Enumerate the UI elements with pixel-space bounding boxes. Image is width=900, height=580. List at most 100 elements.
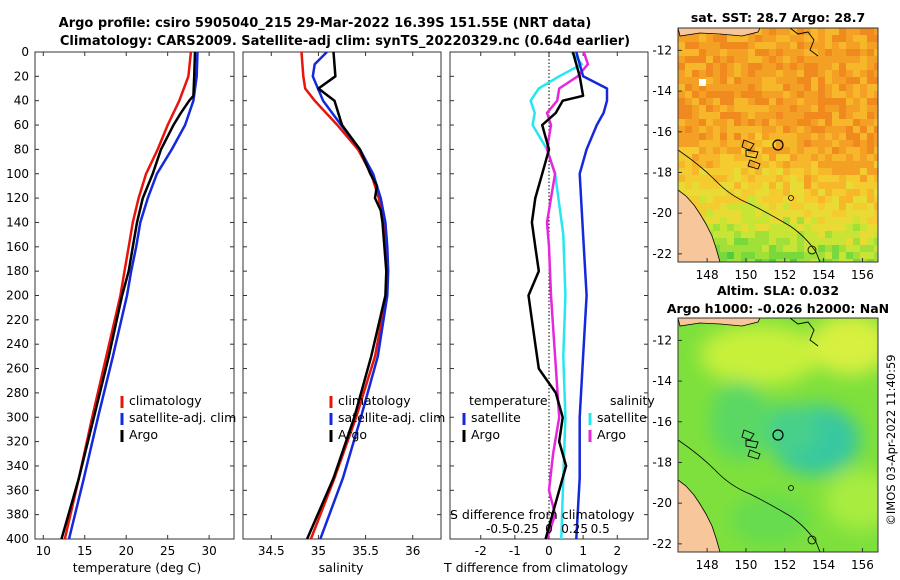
sst-map-title: sat. SST: 28.7 Argo: 28.7	[691, 10, 865, 25]
sst-cell	[811, 119, 818, 126]
sst-cell	[874, 182, 878, 189]
x-tick-label: 35	[311, 544, 326, 558]
sst-cell	[846, 126, 853, 133]
sst-cell	[790, 217, 797, 224]
sst-cell	[860, 238, 867, 245]
sst-cell	[839, 56, 846, 63]
sst-cell	[706, 77, 713, 84]
sst-cell	[797, 238, 804, 245]
sst-cell	[713, 231, 720, 238]
sst-cell	[811, 77, 818, 84]
x-tick-label: 2	[613, 544, 621, 558]
sst-cell	[678, 182, 685, 189]
sst-cell	[776, 28, 783, 35]
sst-cell	[839, 182, 846, 189]
sst-cell	[692, 112, 699, 119]
sst-cell	[860, 91, 867, 98]
sst-cell	[867, 189, 874, 196]
sst-cell	[762, 217, 769, 224]
sst-cell	[790, 182, 797, 189]
sst-cell	[811, 182, 818, 189]
sst-cell	[874, 210, 878, 217]
sst-cell	[713, 161, 720, 168]
sst-cell	[769, 238, 776, 245]
sst-cell	[874, 112, 878, 119]
sst-cell	[741, 147, 748, 154]
sst-cell	[720, 91, 727, 98]
sst-cell	[776, 196, 783, 203]
sst-cell	[867, 49, 874, 56]
sst-cell	[818, 42, 825, 49]
sst-cell	[839, 259, 846, 262]
sst-cell	[825, 119, 832, 126]
sla-map-title-line2: Argo h1000: -0.026 h2000: NaN	[667, 301, 889, 316]
sst-cell	[825, 217, 832, 224]
sst-cell	[727, 84, 734, 91]
sst-cell	[678, 168, 685, 175]
sst-cell	[685, 182, 692, 189]
sst-cell	[748, 112, 755, 119]
sst-cell	[797, 259, 804, 262]
sst-cell	[706, 49, 713, 56]
sst-cell	[755, 140, 762, 147]
sst-cell	[853, 49, 860, 56]
sst-cell	[804, 147, 811, 154]
sst-cell	[797, 63, 804, 70]
sst-cell	[846, 161, 853, 168]
sst-cell	[839, 98, 846, 105]
sst-cell	[874, 140, 878, 147]
sst-cell	[846, 196, 853, 203]
sst-cell	[692, 91, 699, 98]
land-australia	[678, 479, 721, 552]
sst-cell	[713, 133, 720, 140]
depth-tick-label: 40	[14, 94, 29, 108]
depth-tick-label: 140	[6, 215, 29, 229]
sst-cell	[804, 168, 811, 175]
sst-cell	[755, 35, 762, 42]
sst-cell	[853, 189, 860, 196]
sst-cell	[741, 42, 748, 49]
sst-cell	[860, 147, 867, 154]
sst-cell	[678, 105, 685, 112]
sst-cell	[741, 140, 748, 147]
sst-cell	[860, 140, 867, 147]
x-tick-label: 20	[119, 544, 134, 558]
sla-map-axes: 148 150 152 154 156 -12 -14 -16 -18 -20 -22	[652, 333, 874, 572]
sst-cell	[685, 112, 692, 119]
sst-cell	[832, 196, 839, 203]
sst-cell	[790, 161, 797, 168]
x-tick-label: 30	[201, 544, 216, 558]
depth-tick-label: 120	[6, 191, 29, 205]
sst-cell	[762, 112, 769, 119]
sst-cell	[790, 168, 797, 175]
sst-cell	[853, 63, 860, 70]
sst-cell	[874, 70, 878, 77]
sst-cell	[748, 196, 755, 203]
map-x-tick-label: 154	[812, 268, 835, 282]
sst-cell	[720, 252, 727, 259]
sst-cell	[860, 35, 867, 42]
sst-cell	[769, 133, 776, 140]
sst-cell	[818, 133, 825, 140]
sst-cell	[839, 84, 846, 91]
sst-cell	[734, 231, 741, 238]
sst-cell	[783, 252, 790, 259]
sst-cell	[720, 161, 727, 168]
sst-cell	[699, 63, 706, 70]
sst-cell	[790, 196, 797, 203]
sst-cell	[825, 161, 832, 168]
sst-cell	[713, 224, 720, 231]
sst-cell	[874, 196, 878, 203]
sst-cell	[867, 252, 874, 259]
sst-cell	[762, 28, 769, 35]
sst-cell	[839, 196, 846, 203]
sst-cell	[762, 189, 769, 196]
sst-cell	[699, 147, 706, 154]
sst-cell	[734, 84, 741, 91]
sst-cell	[776, 161, 783, 168]
sst-cell	[825, 70, 832, 77]
sst-cell	[867, 203, 874, 210]
sst-cell	[727, 147, 734, 154]
sst-cell	[867, 119, 874, 126]
map-y-tick-label: -16	[652, 415, 672, 429]
